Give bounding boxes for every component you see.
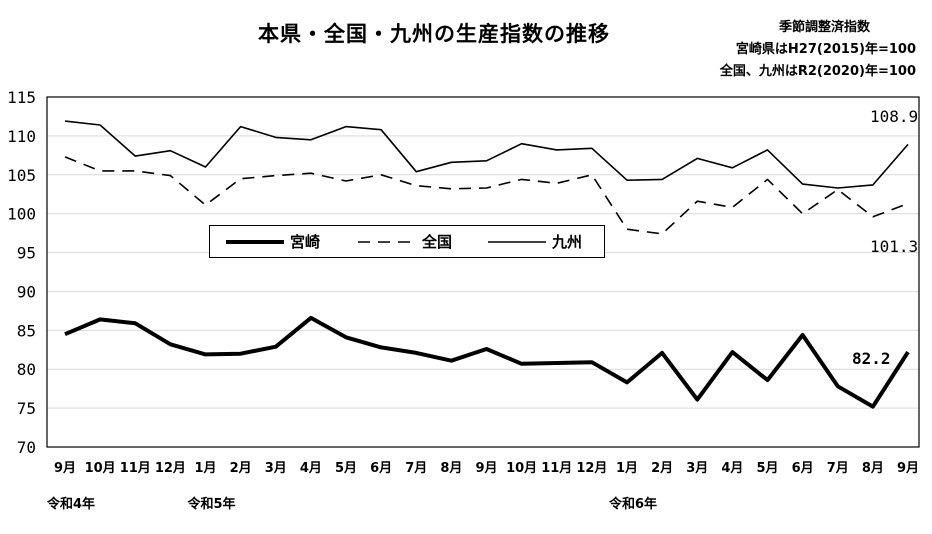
x-tick-label: 9月 bbox=[54, 461, 76, 476]
y-tick-label: 75 bbox=[17, 399, 36, 418]
x-tick-label: 1月 bbox=[616, 461, 638, 476]
x-tick-label: 12月 bbox=[155, 461, 186, 476]
x-tick-label: 10月 bbox=[506, 461, 537, 476]
legend-swatch-kyushu bbox=[488, 240, 546, 243]
x-tick-label: 9月 bbox=[897, 461, 919, 476]
y-tick-label: 115 bbox=[7, 88, 36, 107]
miyazaki-base-year-note: 宮崎県はH27(2015)年=100 bbox=[735, 42, 916, 57]
legend-item-national: 全国 bbox=[358, 226, 452, 257]
x-tick-label: 11月 bbox=[120, 461, 151, 476]
y-tick-label: 80 bbox=[17, 360, 36, 379]
series-lines bbox=[64, 120, 910, 409]
series-line-national bbox=[64, 156, 909, 235]
x-tick-label: 9月 bbox=[475, 461, 497, 476]
plot-area-frame bbox=[46, 96, 920, 448]
legend-item-miyazaki: 宮崎 bbox=[226, 226, 320, 257]
legend-swatch-national bbox=[358, 240, 416, 243]
era-label: 令和4年 bbox=[47, 497, 96, 512]
legend-swatch-miyazaki bbox=[226, 239, 284, 244]
era-label: 令和6年 bbox=[609, 497, 658, 512]
gridlines bbox=[47, 135, 919, 409]
x-tick-label: 1月 bbox=[194, 461, 216, 476]
y-tick-label: 110 bbox=[7, 127, 36, 146]
y-tick-label: 85 bbox=[17, 321, 36, 340]
x-tick-label: 10月 bbox=[85, 461, 116, 476]
end-value-label-kyushu: 108.9 bbox=[870, 107, 918, 126]
y-axis-tick-labels: 70 75 80 85 90 95 100 105 110 115 bbox=[7, 88, 36, 457]
x-tick-label: 11月 bbox=[541, 461, 572, 476]
end-value-label-miyazaki: 82.2 bbox=[852, 349, 891, 368]
series-line-miyazaki bbox=[64, 315, 910, 409]
legend-label-national: 全国 bbox=[422, 233, 453, 251]
end-value-label-national: 101.3 bbox=[870, 237, 918, 256]
series-line-kyushu bbox=[64, 120, 909, 189]
era-label: 令和5年 bbox=[187, 497, 236, 512]
y-tick-label: 105 bbox=[7, 166, 36, 185]
legend-label-kyushu: 九州 bbox=[552, 233, 583, 251]
x-tick-label: 6月 bbox=[370, 461, 392, 476]
chart-title: 本県・全国・九州の生産指数の推移 bbox=[258, 22, 610, 46]
x-tick-label: 8月 bbox=[440, 461, 462, 476]
national-kyushu-base-year-note: 全国、九州はR2(2020)年=100 bbox=[719, 64, 916, 79]
x-tick-label: 2月 bbox=[230, 461, 252, 476]
seasonal-adjustment-note: 季節調整済指数 bbox=[778, 20, 870, 35]
y-tick-label: 90 bbox=[17, 282, 36, 301]
y-tick-label: 100 bbox=[7, 205, 36, 224]
x-tick-label: 5月 bbox=[335, 461, 357, 476]
x-tick-label: 3月 bbox=[265, 461, 287, 476]
x-tick-label: 7月 bbox=[827, 461, 849, 476]
x-tick-label: 3月 bbox=[686, 461, 708, 476]
x-tick-label: 2月 bbox=[651, 461, 673, 476]
legend-item-kyushu: 九州 bbox=[488, 226, 582, 257]
legend-label-miyazaki: 宮崎 bbox=[290, 233, 321, 251]
x-tick-label: 4月 bbox=[300, 461, 322, 476]
chart-legend: 宮崎 全国 九州 bbox=[209, 225, 605, 258]
x-tick-label: 8月 bbox=[862, 461, 884, 476]
x-tick-label: 4月 bbox=[721, 461, 743, 476]
x-tick-label: 6月 bbox=[792, 461, 814, 476]
x-tick-label: 7月 bbox=[405, 461, 427, 476]
x-tick-label: 5月 bbox=[756, 461, 778, 476]
x-tick-label: 12月 bbox=[576, 461, 607, 476]
y-tick-label: 95 bbox=[17, 244, 36, 263]
x-axis-tick-labels: 9月 10月 11月 12月 1月 2月 3月 4月 5月 6月 7月 8月 9月 10月 11月 12月 1月… bbox=[54, 461, 919, 476]
y-tick-label: 70 bbox=[17, 438, 36, 457]
